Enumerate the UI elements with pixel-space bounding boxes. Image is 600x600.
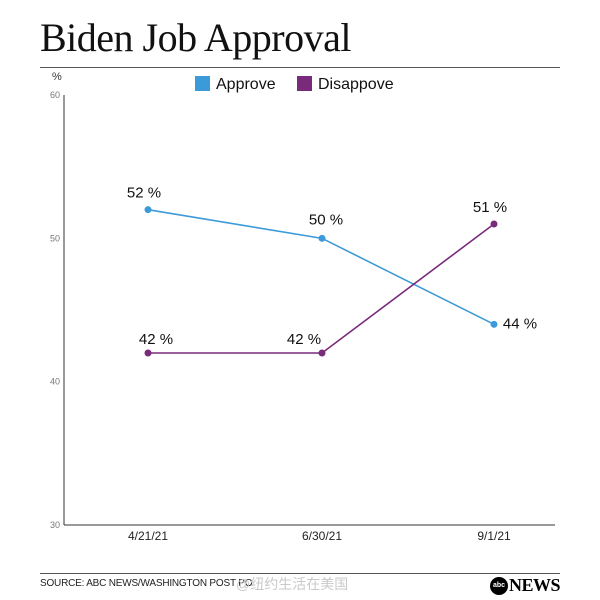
y-tick-label: 50: [50, 233, 60, 243]
data-label-disappove: 51 %: [473, 199, 507, 216]
x-tick-label: 9/1/21: [477, 529, 511, 543]
data-label-approve: 50 %: [309, 211, 343, 228]
legend-label-approve: Approve: [216, 76, 276, 93]
legend-swatch-disappove: [297, 76, 312, 91]
x-tick-label: 4/21/21: [128, 529, 168, 543]
y-axis-unit: %: [52, 71, 62, 83]
x-tick-label: 6/30/21: [302, 529, 342, 543]
data-point-disappove: [490, 220, 498, 228]
legend-label-disappove: Disappove: [318, 76, 394, 93]
y-tick-label: 40: [50, 377, 60, 387]
watermark: @纽约生活在美国: [236, 576, 349, 592]
data-point-approve: [490, 320, 498, 328]
data-label-disappove: 42 %: [287, 331, 321, 348]
data-point-approve: [144, 206, 152, 214]
data-point-disappove: [144, 349, 152, 357]
source-note: SOURCE: ABC NEWS/WASHINGTON POST PO: [40, 578, 253, 589]
chart-title: Biden Job Approval: [40, 15, 351, 60]
data-point-approve: [318, 234, 326, 242]
logo-text: NEWS: [509, 575, 561, 595]
y-tick-label: 60: [50, 90, 60, 100]
abc-logo-icon: abc: [490, 576, 508, 595]
title-divider: [40, 67, 560, 68]
y-tick-label: 30: [50, 520, 60, 530]
data-point-disappove: [318, 349, 326, 357]
data-label-disappove: 42 %: [139, 331, 173, 348]
legend-swatch-approve: [195, 76, 210, 91]
data-label-approve: 52 %: [127, 185, 161, 202]
footer-divider: [40, 573, 560, 574]
abc-news-logo: abc NEWS: [490, 575, 561, 596]
data-label-approve: 44 %: [503, 315, 537, 332]
